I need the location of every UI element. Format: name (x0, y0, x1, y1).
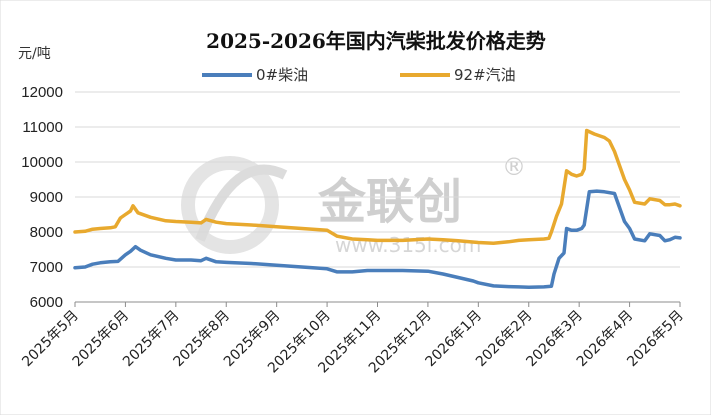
watermark-logo-icon (181, 156, 279, 254)
watermark-registered-mark: ® (502, 153, 526, 181)
y-tick-label: 12000 (21, 84, 63, 101)
y-tick-label: 9000 (30, 189, 63, 206)
watermark-url: www.315i.com (335, 233, 481, 257)
watermark-text: 金联创 (317, 174, 462, 230)
y-tick-label: 10000 (21, 154, 63, 171)
grid-lines (75, 91, 680, 268)
y-tick-label: 8000 (30, 224, 63, 241)
y-tick-label: 11000 (22, 119, 63, 136)
y-tick-label: 7000 (30, 259, 63, 276)
legend: 0#柴油 92#汽油 (202, 66, 516, 84)
y-axis-unit-label: 元/吨 (18, 46, 51, 62)
legend-label-gasoline: 92#汽油 (454, 66, 516, 84)
legend-label-diesel: 0#柴油 (256, 66, 308, 84)
series-line-diesel (73, 189, 682, 290)
y-axis: 6000 7000 8000 9000 10000 11000 12000 (21, 84, 63, 311)
series-line-gasoline (73, 128, 682, 245)
chart-title: 2025-2026年国内汽柴批发价格走势 (206, 29, 546, 53)
series-lines (73, 128, 682, 290)
y-tick-label: 6000 (30, 294, 63, 311)
